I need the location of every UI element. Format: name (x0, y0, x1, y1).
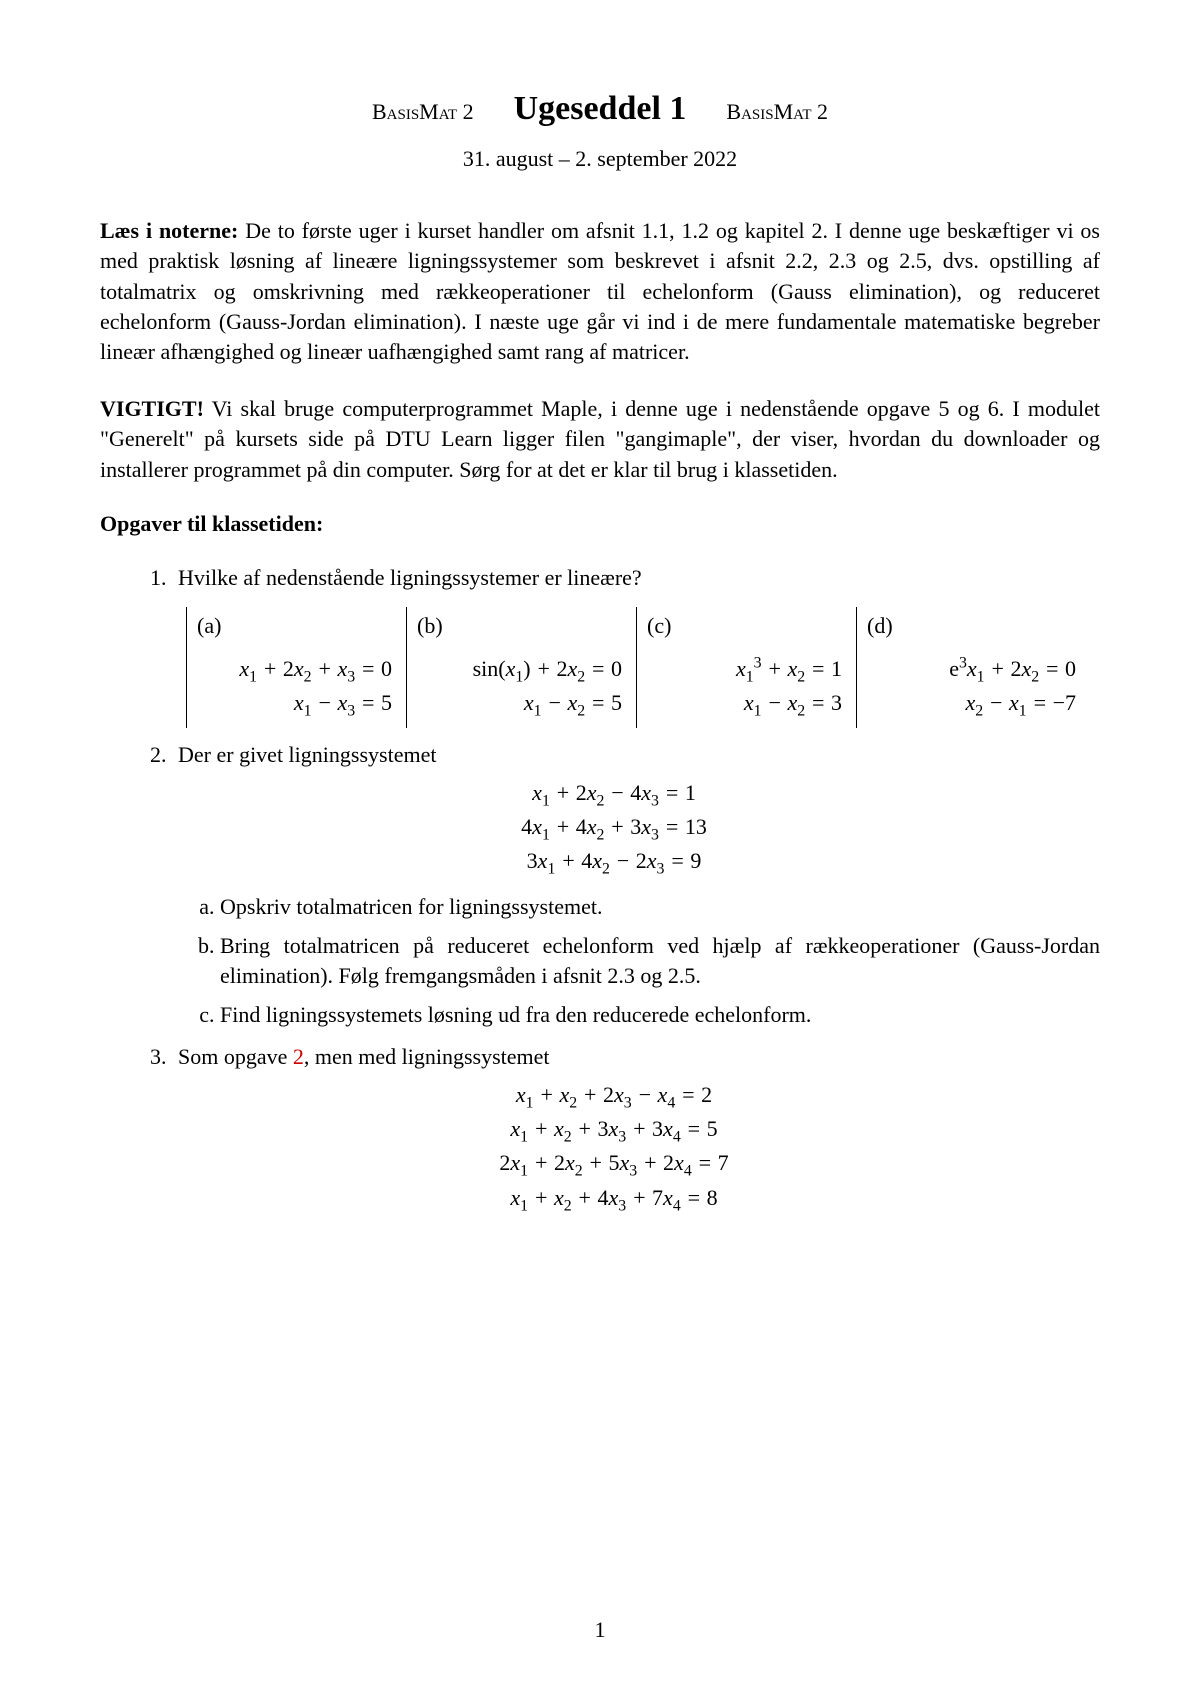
header-left: BasisMat 2 (372, 99, 474, 124)
sys-c-eq2: x1 − x2 = 3 (647, 686, 842, 720)
q2-text: Der er givet ligningssystemet (178, 742, 436, 767)
q3-eq1: x1 + x2 + 2x3 − x4 = 2 (516, 1078, 712, 1112)
q2-eq3: 3x1 + 4x2 − 2x3 = 9 (527, 844, 702, 878)
system-c-label: (c) (647, 611, 842, 641)
intro-paragraph: Læs i noterne: De to første uger i kurse… (100, 216, 1100, 368)
exercise-3: Som opgave 2, men med ligningssystemet x… (172, 1042, 1100, 1215)
q2-part-b: Bring totalmatricen på reduceret echelon… (220, 931, 1100, 992)
intro-text: De to første uger i kurset handler om af… (100, 218, 1100, 364)
page-number: 1 (0, 1617, 1200, 1643)
systems-row: (a) x1 + 2x2 + x3 = 0 x1 − x3 = 5 (b) si… (186, 607, 1100, 728)
exercise-1: Hvilke af nedenstående ligningssystemer … (172, 563, 1100, 728)
q3-eq3: 2x1 + 2x2 + 5x3 + 2x4 = 7 (499, 1146, 728, 1180)
date-line: 31. august – 2. september 2022 (100, 146, 1100, 172)
system-c: (c) x13 + x2 = 1 x1 − x2 = 3 (636, 607, 856, 728)
system-b-label: (b) (417, 611, 622, 641)
sys-d-eq1: e3x1 + 2x2 = 0 (867, 652, 1076, 686)
system-d: (d) e3x1 + 2x2 = 0 x2 − x1 = −7 (856, 607, 1076, 728)
document-title: Ugeseddel 1 (514, 90, 687, 127)
q2-parts: Opskriv totalmatricen for ligningssystem… (178, 892, 1100, 1029)
sys-c-eq1: x13 + x2 = 1 (647, 652, 842, 686)
sys-a-eq1: x1 + 2x2 + x3 = 0 (197, 652, 392, 686)
q3-eq2: x1 + x2 + 3x3 + 3x4 = 5 (510, 1112, 717, 1146)
q3-suffix: , men med ligningssystemet (304, 1044, 550, 1069)
q2-part-a: Opskriv totalmatricen for ligningssystem… (220, 892, 1100, 922)
sys-b-eq1: sin(x1) + 2x2 = 0 (417, 652, 622, 686)
system-a-label: (a) (197, 611, 392, 641)
header-right: BasisMat 2 (726, 99, 828, 124)
sys-d-eq2: x2 − x1 = −7 (867, 686, 1076, 720)
q2-equations: x1 + 2x2 − 4x3 = 1 4x1 + 4x2 + 3x3 = 13 … (128, 776, 1100, 878)
intro-label: Læs i noterne: (100, 218, 238, 243)
sys-a-eq2: x1 − x3 = 5 (197, 686, 392, 720)
exercise-2: Der er givet ligningssystemet x1 + 2x2 −… (172, 740, 1100, 1030)
document-header: BasisMat 2 Ugeseddel 1 BasisMat 2 (100, 90, 1100, 128)
sys-b-eq2: x1 − x2 = 5 (417, 686, 622, 720)
q2-part-c: Find ligningssystemets løsning ud fra de… (220, 1000, 1100, 1030)
system-b: (b) sin(x1) + 2x2 = 0 x1 − x2 = 5 (406, 607, 636, 728)
q3-equations: x1 + x2 + 2x3 − x4 = 2 x1 + x2 + 3x3 + 3… (128, 1078, 1100, 1214)
q2-eq1: x1 + 2x2 − 4x3 = 1 (532, 776, 696, 810)
q3-eq4: x1 + x2 + 4x3 + 7x4 = 8 (510, 1181, 717, 1215)
system-d-label: (d) (867, 611, 1076, 641)
important-paragraph: VIGTIGT! Vi skal bruge computerprogramme… (100, 394, 1100, 485)
important-label: VIGTIGT! (100, 396, 204, 421)
q2-eq2: 4x1 + 4x2 + 3x3 = 13 (521, 810, 707, 844)
q3-prefix: Som opgave (178, 1044, 293, 1069)
important-text: Vi skal bruge computerprogrammet Maple, … (100, 396, 1100, 482)
q3-ref: 2 (293, 1044, 304, 1069)
q1-text: Hvilke af nedenstående ligningssystemer … (178, 565, 642, 590)
exercises-heading: Opgaver til klassetiden: (100, 511, 1100, 537)
exercise-list: Hvilke af nedenstående ligningssystemer … (100, 563, 1100, 1215)
system-a: (a) x1 + 2x2 + x3 = 0 x1 − x3 = 5 (186, 607, 406, 728)
